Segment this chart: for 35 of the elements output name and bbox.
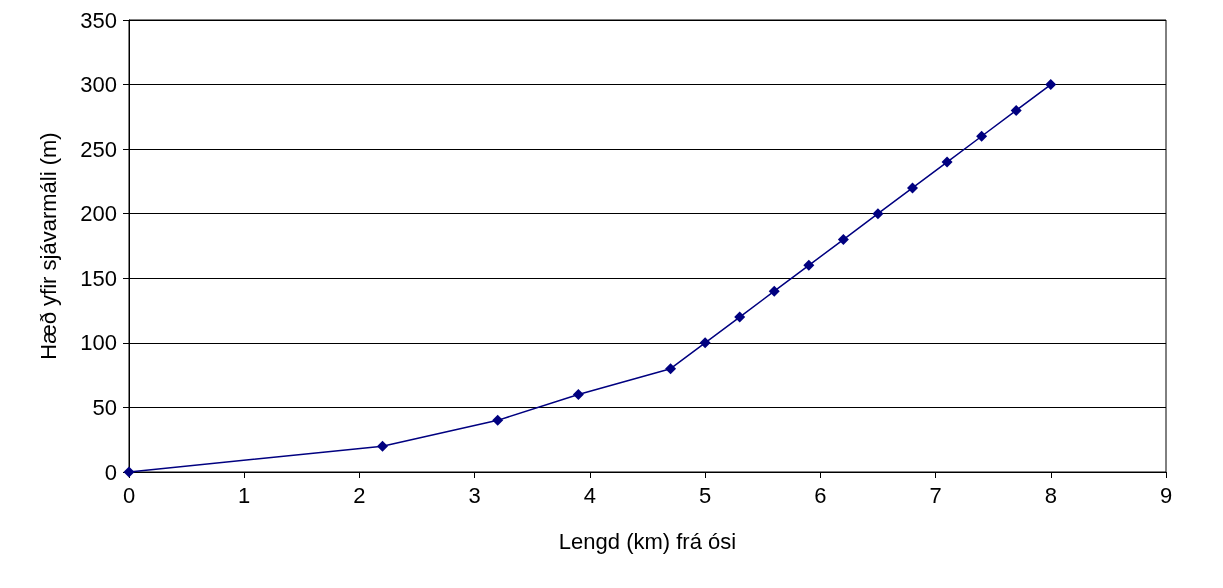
x-axis-title: Lengd (km) frá ósi — [558, 528, 737, 554]
point — [941, 156, 953, 168]
point — [1045, 79, 1057, 91]
y-tick-label: 0 — [104, 459, 117, 485]
point — [976, 130, 988, 142]
x-tick-label: 0 — [122, 482, 136, 508]
y-tick-label: 250 — [80, 136, 117, 162]
y-tick-label: 350 — [80, 7, 117, 33]
point — [665, 363, 677, 375]
x-tick-label: 2 — [353, 482, 366, 508]
y-tick-label: 300 — [80, 72, 117, 98]
y-tick-label: 50 — [92, 394, 117, 420]
point — [872, 208, 884, 220]
x-tick-label: 3 — [468, 482, 481, 508]
point — [1010, 104, 1022, 116]
x-tick-label: 1 — [238, 482, 251, 508]
point — [492, 414, 504, 426]
point — [572, 389, 584, 401]
y-tick-label: 100 — [80, 330, 117, 356]
x-tick-label: 9 — [1159, 482, 1173, 508]
x-tick-label: 7 — [929, 482, 942, 508]
y-tick-label: 200 — [80, 201, 117, 227]
x-tick-label: 5 — [698, 482, 712, 508]
point — [768, 285, 780, 297]
y-axis-title: Hæð yfir sjávarmáli (m) — [35, 132, 61, 360]
point — [734, 311, 746, 323]
point — [837, 234, 849, 246]
x-tick-label: 8 — [1044, 482, 1057, 508]
x-tick-label: 6 — [814, 482, 827, 508]
point — [699, 337, 711, 349]
point — [803, 259, 815, 271]
point — [907, 182, 919, 194]
y-tick-label: 150 — [80, 265, 117, 291]
point — [376, 440, 388, 452]
x-tick-label: 4 — [583, 482, 597, 508]
